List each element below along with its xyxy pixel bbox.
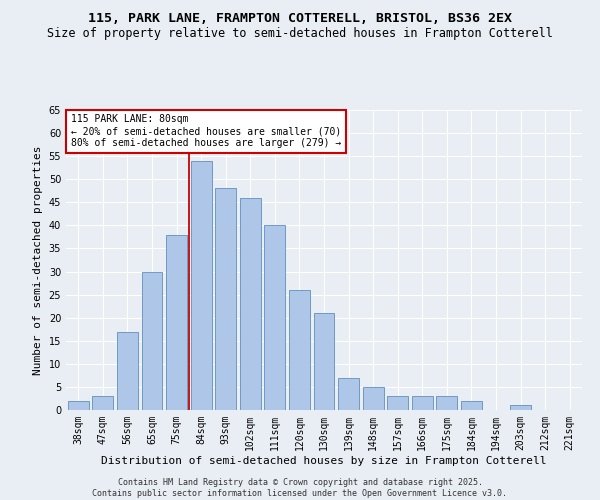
X-axis label: Distribution of semi-detached houses by size in Frampton Cotterell: Distribution of semi-detached houses by … [101,456,547,466]
Bar [289,290,310,410]
Y-axis label: Number of semi-detached properties: Number of semi-detached properties [33,145,43,375]
Text: Contains HM Land Registry data © Crown copyright and database right 2025.
Contai: Contains HM Land Registry data © Crown c… [92,478,508,498]
Bar [314,313,334,410]
Bar [338,378,359,410]
Bar [240,198,261,410]
Bar [117,332,138,410]
Text: 115 PARK LANE: 80sqm
← 20% of semi-detached houses are smaller (70)
80% of semi-: 115 PARK LANE: 80sqm ← 20% of semi-detac… [71,114,341,148]
Bar [461,401,482,410]
Bar [191,161,212,410]
Bar [510,406,531,410]
Bar [412,396,433,410]
Bar [387,396,408,410]
Bar [215,188,236,410]
Bar [142,272,163,410]
Bar [92,396,113,410]
Bar [166,234,187,410]
Text: Size of property relative to semi-detached houses in Frampton Cotterell: Size of property relative to semi-detach… [47,28,553,40]
Bar [68,401,89,410]
Bar [362,387,383,410]
Bar [436,396,457,410]
Text: 115, PARK LANE, FRAMPTON COTTERELL, BRISTOL, BS36 2EX: 115, PARK LANE, FRAMPTON COTTERELL, BRIS… [88,12,512,26]
Bar [265,226,286,410]
